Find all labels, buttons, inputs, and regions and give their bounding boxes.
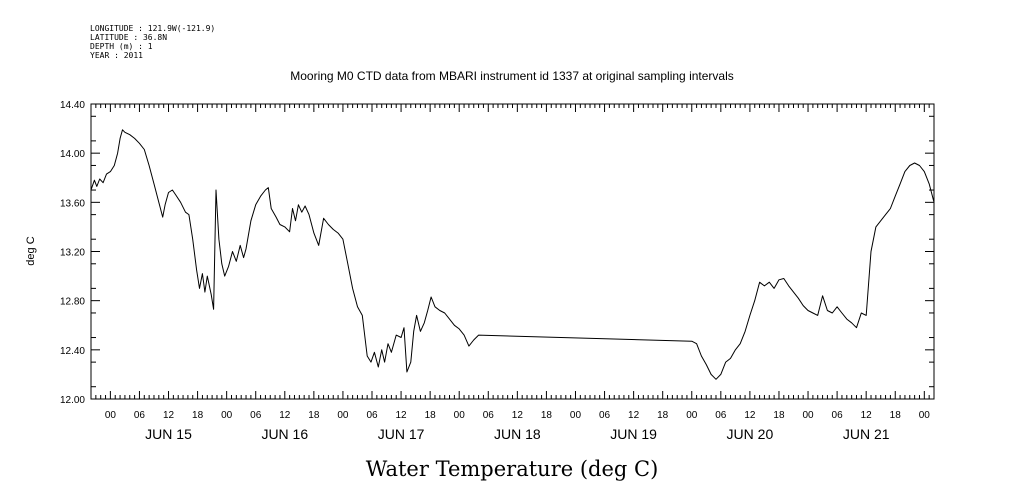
y-axis: 12.00 12.40 12.80 13.20 13.60 14.00 14.40 [60, 100, 934, 406]
x-day-label: JUN 21 [843, 426, 890, 442]
x-hour-label: 00 [221, 410, 233, 421]
x-hour-label: 00 [919, 410, 931, 421]
chart-title: Mooring M0 CTD data from MBARI instrumen… [290, 69, 734, 83]
x-hour-label: 18 [425, 410, 437, 421]
x-hour-label: 18 [308, 410, 320, 421]
longitude-text: LONGITUDE : 121.9W(-121.9) [90, 24, 215, 33]
x-hour-label: 12 [628, 410, 640, 421]
temperature-series-line [90, 129, 935, 380]
x-day-label: JUN 18 [494, 426, 541, 442]
x-axis-label: Water Temperature (deg C) [366, 457, 659, 481]
x-hour-label: 06 [366, 410, 378, 421]
series-layer [90, 129, 935, 380]
x-day-label: JUN 19 [610, 426, 657, 442]
x-hour-label: 06 [483, 410, 495, 421]
x-hour-label: 12 [279, 410, 291, 421]
x-hour-label: 12 [163, 410, 175, 421]
metadata-block: LONGITUDE : 121.9W(-121.9) LATITUDE : 36… [90, 24, 215, 60]
latitude-text: LATITUDE : 36.8N [90, 33, 167, 42]
x-hour-label: 00 [337, 410, 349, 421]
x-hour-label: 00 [686, 410, 698, 421]
y-tick-label: 13.60 [60, 198, 85, 209]
y-tick-label: 13.20 [60, 248, 85, 259]
x-hour-label: 06 [134, 410, 146, 421]
x-hour-label: 06 [715, 410, 727, 421]
y-tick-label: 12.40 [60, 346, 85, 357]
y-tick-label: 14.00 [60, 149, 85, 160]
x-hour-label: 12 [512, 410, 524, 421]
x-hour-label: 06 [250, 410, 262, 421]
x-hour-label: 18 [657, 410, 669, 421]
plot-frame [90, 103, 935, 400]
year-text: YEAR : 2011 [90, 51, 143, 60]
y-tick-label: 14.40 [60, 100, 85, 111]
x-hour-label: 00 [105, 410, 117, 421]
x-hour-label: 18 [541, 410, 553, 421]
x-day-label: JUN 16 [261, 426, 308, 442]
y-axis-label: deg C [25, 236, 37, 265]
x-hour-label: 00 [454, 410, 466, 421]
depth-text: DEPTH (m) : 1 [90, 42, 153, 51]
y-tick-label: 12.00 [60, 395, 85, 406]
x-axis: 00 06 12 18 00 06 12 18 00 06 12 18 00 06 12 18 00 06 12 18… [90, 104, 935, 442]
x-hour-label: 06 [832, 410, 844, 421]
x-hour-label: 00 [802, 410, 814, 421]
x-hour-label: 18 [890, 410, 902, 421]
x-hour-label: 18 [773, 410, 785, 421]
x-day-label: JUN 15 [145, 426, 192, 442]
x-hour-label: 12 [744, 410, 756, 421]
x-day-label: JUN 20 [727, 426, 774, 442]
x-hour-label: 06 [599, 410, 611, 421]
x-hour-label: 12 [396, 410, 408, 421]
x-hour-label: 18 [192, 410, 204, 421]
x-hour-label: 00 [570, 410, 582, 421]
x-hour-label: 12 [861, 410, 873, 421]
y-tick-label: 12.80 [60, 297, 85, 308]
x-day-label: JUN 17 [378, 426, 425, 442]
